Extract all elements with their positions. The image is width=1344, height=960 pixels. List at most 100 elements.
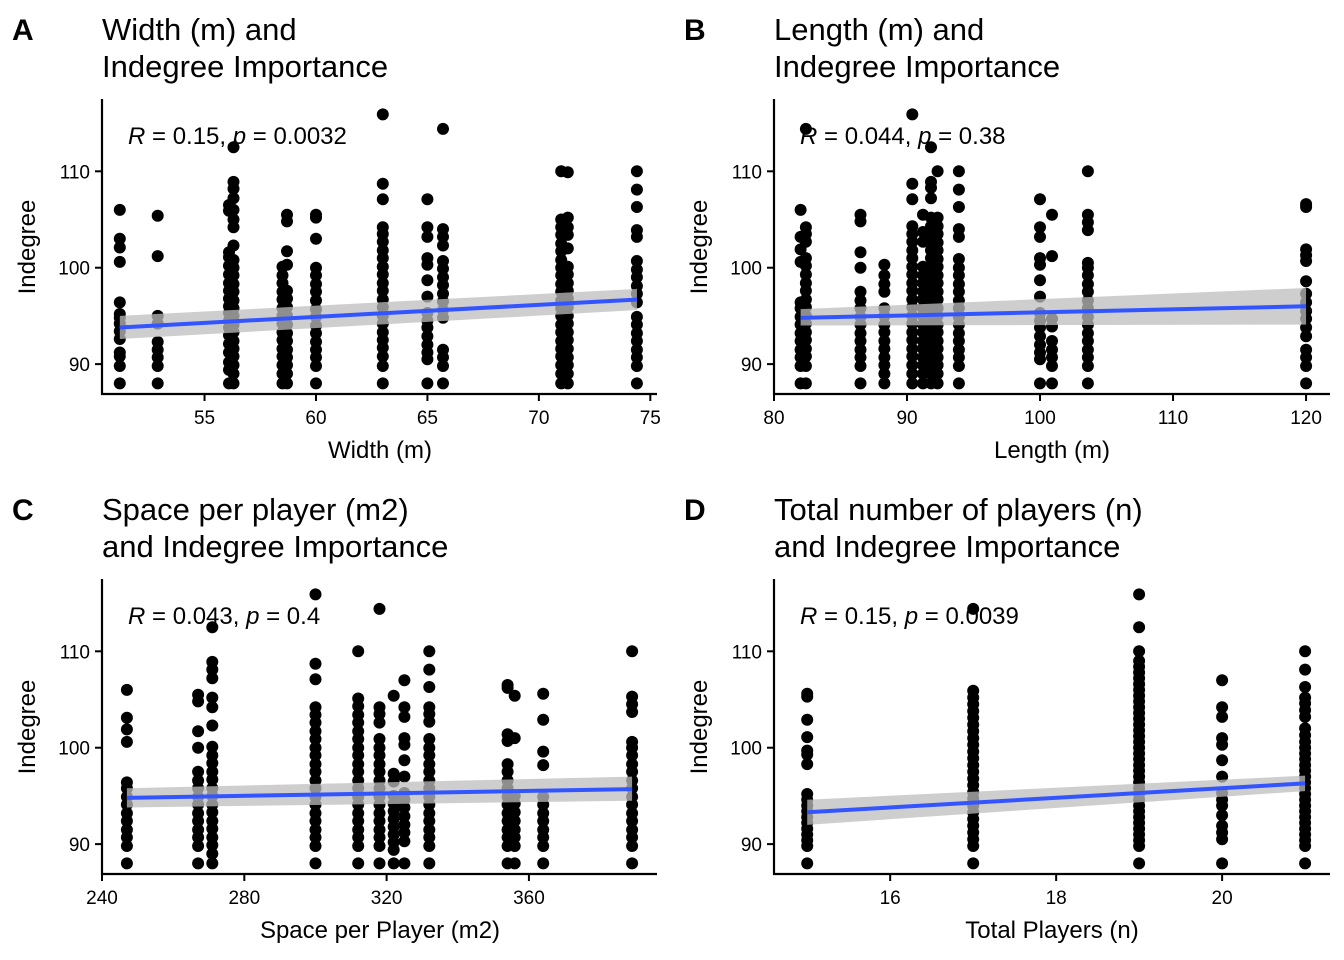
data-point [206, 815, 219, 827]
regression-line [126, 787, 633, 800]
x-tick-label: 110 [1158, 408, 1188, 429]
data-point [799, 268, 812, 281]
y-tick-label: 110 [60, 162, 90, 183]
x-tick-label: 65 [417, 408, 438, 429]
panel-c: C Space per player (m2) and Indegree Imp… [12, 492, 657, 944]
data-point [561, 211, 574, 224]
y-tick-label: 90 [741, 355, 762, 376]
stat-value: = 0.15, [817, 603, 904, 630]
data-point [309, 840, 322, 852]
data-point [561, 342, 574, 355]
stat-symbol: p [232, 123, 246, 150]
data-point [423, 663, 436, 676]
data-point [151, 377, 164, 390]
data-point [801, 713, 814, 726]
data-point [508, 732, 521, 745]
data-point [398, 732, 411, 745]
data-point [1034, 221, 1046, 234]
data-point [227, 192, 240, 205]
data-point [626, 857, 639, 870]
points [120, 588, 639, 870]
data-point [1081, 327, 1094, 340]
data-point [398, 857, 411, 870]
data-point [925, 141, 937, 154]
panel-d: D Total number of players (n) and Indegr… [684, 492, 1330, 944]
data-point [508, 815, 521, 827]
x-tick-label: 320 [371, 888, 403, 909]
data-point [352, 741, 365, 754]
data-point [952, 201, 965, 213]
data-point [276, 269, 289, 282]
data-point [952, 278, 965, 291]
data-point [376, 260, 389, 273]
data-point [1133, 654, 1146, 667]
data-point [801, 788, 814, 800]
data-point [906, 260, 919, 273]
y-axis-title: Indegree [14, 680, 41, 775]
data-point [561, 277, 574, 290]
data-point [373, 716, 386, 729]
data-point [310, 232, 322, 245]
data-point [281, 208, 293, 221]
data-point [878, 278, 891, 291]
data-point [1300, 360, 1313, 372]
stat-value: = 0.4 [259, 603, 320, 630]
data-point [508, 689, 521, 702]
data-point [1216, 701, 1229, 714]
data-point [423, 758, 436, 771]
stat-value: = 0.043, [145, 603, 246, 630]
data-point [423, 681, 436, 693]
data-point [854, 285, 867, 298]
data-point [878, 351, 891, 364]
data-point [1299, 722, 1312, 735]
data-point [626, 645, 639, 658]
data-point [854, 377, 867, 390]
data-point [1046, 335, 1058, 347]
data-point [376, 221, 389, 234]
data-point [537, 807, 550, 820]
data-point [113, 360, 126, 372]
x-axis-title: Space per Player (m2) [260, 917, 500, 944]
data-point [309, 701, 322, 714]
data-point [373, 758, 386, 771]
data-point [626, 807, 639, 820]
data-point [1133, 588, 1146, 601]
y-tick-label: 90 [69, 355, 90, 376]
data-point [799, 360, 812, 372]
data-point [1299, 681, 1312, 693]
data-point [113, 232, 126, 245]
data-point [561, 351, 574, 364]
data-point [398, 770, 411, 783]
data-point [906, 367, 919, 380]
data-point [952, 261, 965, 274]
data-point [120, 807, 133, 820]
data-point [854, 246, 867, 259]
stat-value: = 0.0039 [918, 603, 1019, 630]
data-point [561, 367, 574, 380]
data-point [931, 377, 944, 390]
data-point [120, 735, 133, 748]
data-point [423, 701, 436, 714]
data-point [501, 679, 514, 691]
data-point [854, 343, 867, 356]
data-point [227, 359, 240, 372]
data-point [120, 723, 133, 736]
data-point [120, 776, 133, 789]
data-point [1046, 377, 1058, 390]
data-point [387, 767, 400, 780]
data-point [1034, 193, 1046, 206]
data-point [309, 725, 322, 738]
plot-area: R = 0.044, p = 0.38 80 90 100 110 120 90 100 110 [730, 99, 1330, 429]
plot-area: R = 0.15, p = 0.0039 16 18 20 90 100 110 [730, 579, 1330, 909]
data-point [1081, 165, 1094, 178]
data-point [373, 733, 386, 745]
data-point [1034, 330, 1046, 343]
x-tick-label: 70 [528, 408, 549, 429]
data-point [387, 857, 400, 870]
data-point [537, 857, 550, 870]
data-point [423, 807, 436, 820]
data-point [376, 177, 389, 190]
panel-title-line-2: Indegree Importance [102, 49, 388, 84]
data-point [421, 230, 434, 243]
x-tick-label: 100 [1024, 408, 1056, 429]
